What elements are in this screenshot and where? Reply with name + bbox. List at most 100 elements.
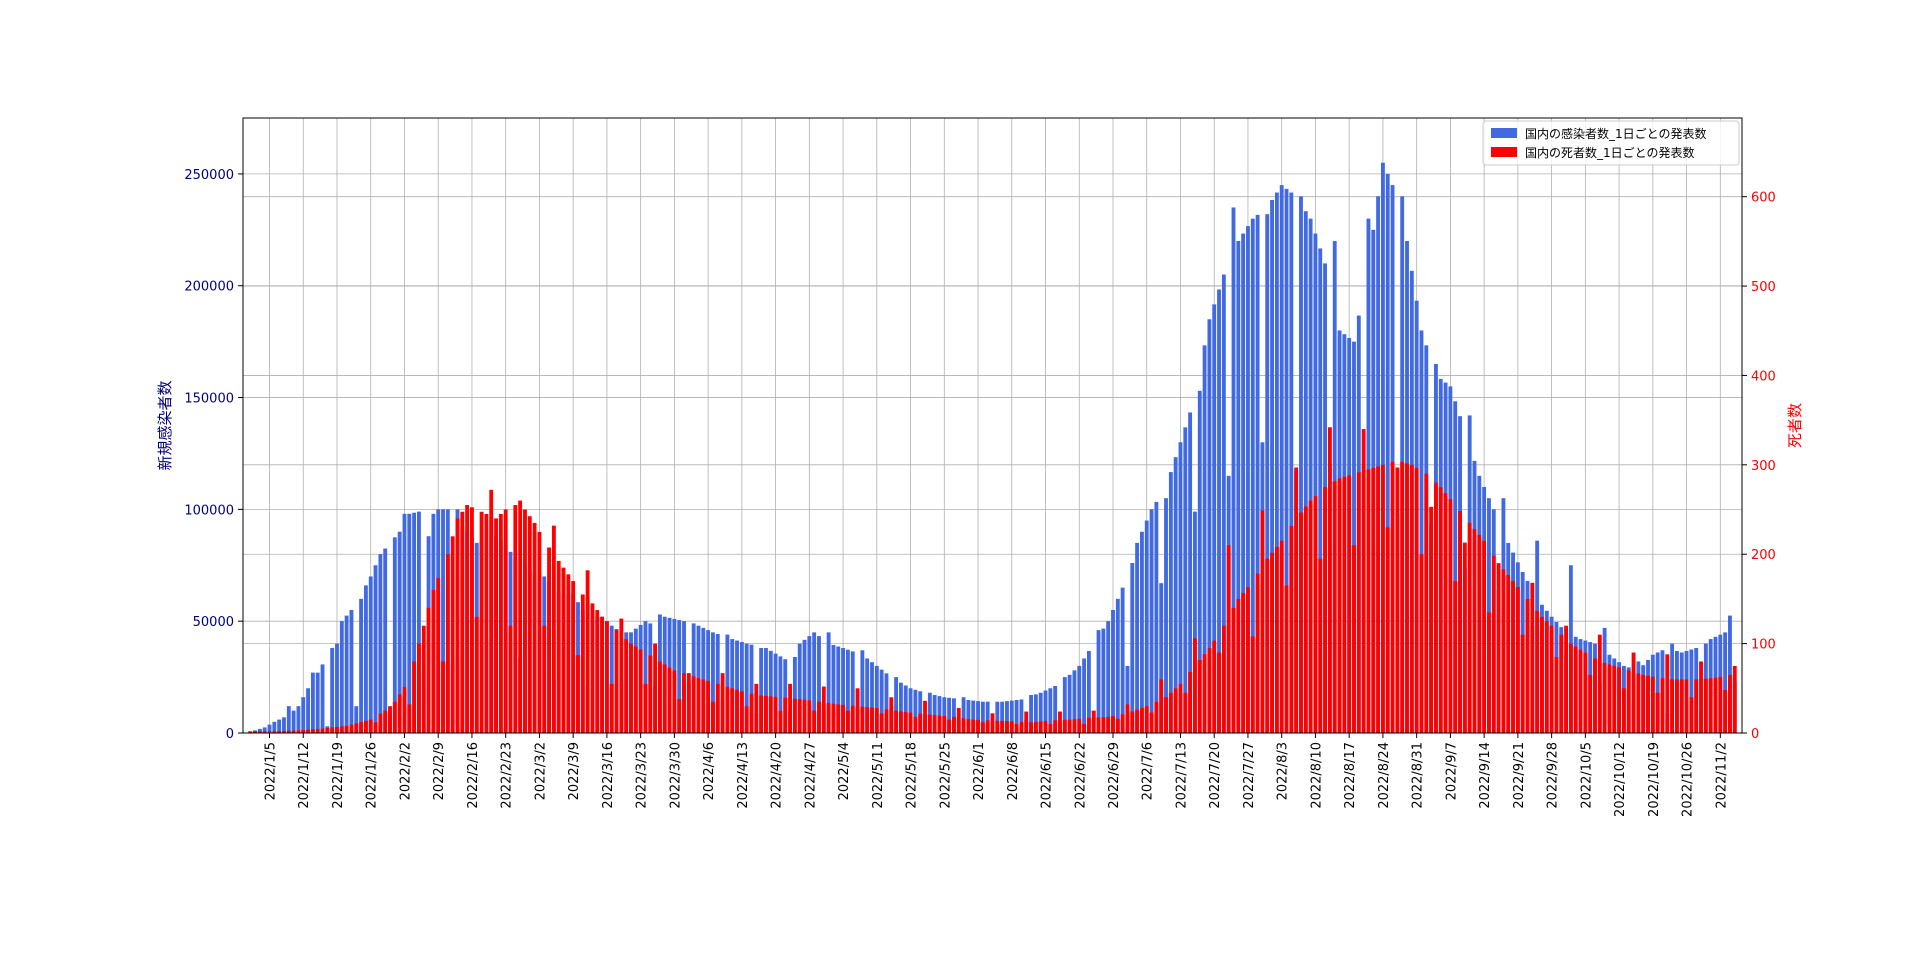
death-bar	[860, 706, 865, 733]
death-bar	[1549, 625, 1554, 733]
legend-swatch-infections	[1491, 128, 1517, 138]
infection-bar	[416, 511, 421, 733]
death-bar	[1477, 534, 1482, 733]
death-bar	[870, 707, 874, 733]
death-bar	[966, 718, 971, 733]
death-bar	[947, 719, 952, 733]
infection-bar	[1009, 700, 1014, 733]
death-bar	[1308, 500, 1313, 733]
death-bar	[1564, 625, 1569, 733]
death-bar	[1183, 692, 1188, 733]
death-bar	[1019, 721, 1024, 733]
death-bar	[1154, 701, 1159, 733]
death-bar	[600, 616, 605, 733]
death-bar	[392, 701, 397, 733]
death-bar	[850, 705, 855, 733]
infection-bar	[1005, 701, 1009, 733]
death-bar	[604, 621, 609, 733]
x-tick-label: 2022/3/23	[635, 742, 650, 809]
x-tick-label: 2022/11/2	[1714, 742, 1729, 809]
death-bar	[792, 698, 797, 733]
death-bar	[253, 731, 257, 733]
infection-bar	[412, 512, 417, 733]
death-bar	[1400, 461, 1405, 733]
death-bar	[518, 500, 523, 733]
left-y-tick-label: 50000	[193, 615, 234, 630]
infection-bar	[301, 697, 306, 733]
infection-bar	[947, 697, 952, 733]
death-bar	[1024, 711, 1029, 733]
death-bar	[1332, 481, 1337, 733]
death-bar	[788, 683, 792, 733]
death-bar	[1241, 592, 1246, 733]
x-tick-label: 2022/5/11	[871, 742, 886, 809]
death-bar	[836, 704, 841, 733]
infection-bar	[349, 610, 354, 733]
death-bar	[310, 729, 315, 733]
death-bar	[971, 719, 976, 733]
x-tick-label: 2022/5/18	[905, 742, 920, 809]
infection-bar	[296, 706, 301, 733]
infection-bar	[884, 673, 889, 733]
infection-bar	[441, 509, 445, 733]
right-y-tick-label: 0	[1751, 727, 1759, 742]
left-axis-title: 新規感染者数	[156, 380, 174, 470]
infection-bar	[831, 645, 836, 733]
death-bar	[1246, 586, 1250, 733]
death-bar	[1096, 717, 1101, 733]
death-bar	[1058, 711, 1062, 733]
death-bar	[431, 589, 436, 733]
death-bar	[1366, 469, 1371, 733]
death-bar	[1660, 678, 1665, 733]
death-bar	[1675, 679, 1679, 733]
death-bar	[1125, 704, 1130, 733]
death-bar	[450, 536, 455, 733]
death-bar	[923, 700, 927, 733]
death-bar	[629, 643, 633, 733]
death-bar	[662, 664, 667, 733]
left-y-tick-label: 250000	[184, 168, 234, 183]
death-bar	[927, 714, 932, 733]
infection-bar	[335, 643, 339, 733]
x-tick-label: 2022/9/21	[1512, 742, 1527, 809]
death-bar	[1448, 499, 1453, 733]
death-bar	[778, 710, 783, 733]
death-bar	[1284, 585, 1289, 733]
legend-box	[1482, 120, 1740, 166]
death-bar	[585, 570, 590, 733]
infection-bar	[1029, 694, 1033, 733]
infection-bar	[1419, 330, 1424, 733]
death-bar	[571, 581, 576, 733]
right-y-tick-label: 400	[1751, 369, 1776, 384]
death-bar	[1530, 582, 1535, 733]
death-bar	[932, 715, 937, 733]
death-bar	[426, 607, 431, 733]
death-bar	[1597, 634, 1602, 733]
infection-bar	[942, 697, 947, 733]
left-y-tick-label: 200000	[184, 280, 234, 295]
death-bar	[1694, 679, 1699, 733]
infection-bar	[730, 639, 735, 733]
death-bar	[1708, 678, 1713, 733]
death-bar	[1029, 722, 1033, 733]
death-bar	[320, 728, 325, 733]
death-bar	[344, 725, 349, 733]
death-bar	[1178, 683, 1183, 733]
death-bar	[441, 661, 445, 733]
death-bar	[764, 695, 768, 733]
death-bar	[1679, 679, 1684, 733]
x-tick-label: 2022/1/26	[365, 742, 380, 809]
death-bar	[1236, 598, 1241, 733]
death-bar	[609, 683, 614, 733]
death-bar	[1130, 711, 1135, 733]
infection-bar	[903, 685, 908, 733]
death-bar	[735, 689, 739, 733]
death-bar	[1390, 461, 1395, 733]
death-bar	[339, 726, 344, 733]
infection-bar	[677, 620, 682, 733]
infection-bar	[802, 639, 807, 733]
death-bar	[1361, 429, 1366, 733]
death-bar	[1231, 607, 1236, 733]
infection-bar	[1236, 241, 1241, 733]
x-tick-label: 2022/2/23	[500, 742, 515, 809]
